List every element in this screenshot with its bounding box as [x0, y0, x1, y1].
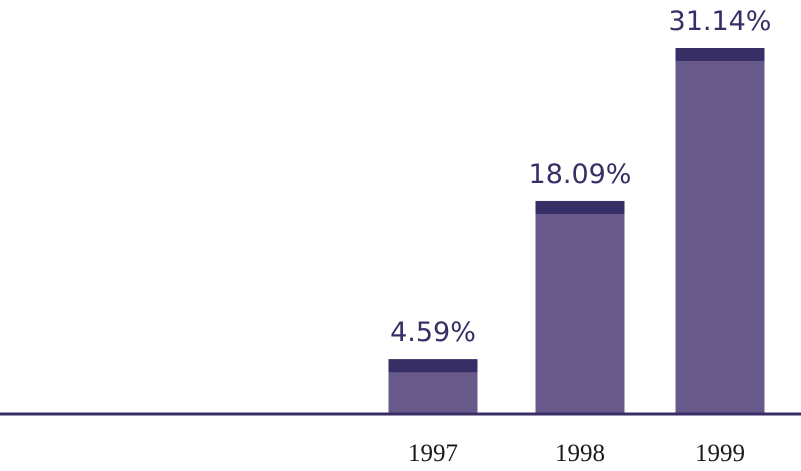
value-label-1998: 18.09% — [529, 159, 632, 190]
x-tick-label-1998: 1998 — [555, 440, 605, 467]
bar-cap-1997 — [388, 359, 478, 373]
value-label-1999: 31.14% — [669, 6, 772, 37]
value-label-1997: 4.59% — [390, 317, 476, 348]
bars-group — [388, 48, 765, 413]
bar-1998 — [535, 200, 625, 413]
bar-1999 — [675, 48, 765, 413]
x-tick-label-1999: 1999 — [695, 440, 745, 467]
bar-cap-1999 — [675, 48, 765, 61]
bar-cap-1998 — [535, 200, 625, 214]
x-tick-label-1997: 1997 — [408, 440, 458, 467]
labels-group: 4.59% 1997 18.09% 1998 31.14% 1999 — [390, 6, 771, 467]
